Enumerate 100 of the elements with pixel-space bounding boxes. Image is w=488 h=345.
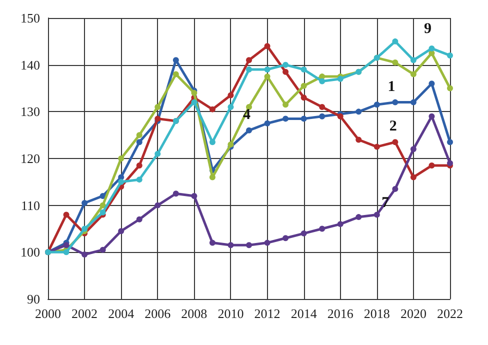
- x-tick-label: 2012: [254, 306, 280, 321]
- point: [100, 202, 106, 208]
- point: [282, 68, 289, 75]
- point: [392, 99, 398, 106]
- point: [246, 66, 252, 73]
- point: [319, 226, 326, 232]
- series-label: 9: [424, 20, 432, 37]
- point: [392, 139, 398, 146]
- y-tick-label: 140: [20, 57, 40, 72]
- x-tick-label: 2010: [218, 306, 244, 321]
- point: [319, 78, 326, 84]
- point: [228, 92, 234, 98]
- point: [356, 136, 362, 143]
- point: [374, 144, 380, 150]
- point: [172, 57, 179, 64]
- series-label: 2: [389, 118, 397, 135]
- point: [246, 242, 252, 248]
- point: [228, 141, 234, 148]
- point: [447, 160, 453, 166]
- x-tick-label: 2008: [181, 306, 208, 321]
- point: [300, 116, 307, 122]
- point: [82, 200, 88, 206]
- x-tick-label: 2000: [35, 306, 61, 321]
- point: [447, 85, 453, 92]
- point: [246, 57, 252, 64]
- point: [172, 190, 179, 197]
- point: [63, 242, 70, 248]
- point: [319, 113, 326, 120]
- point: [374, 212, 380, 218]
- x-tick-label: 2004: [108, 306, 135, 321]
- point: [154, 150, 161, 157]
- point: [154, 116, 161, 122]
- point: [356, 214, 362, 220]
- point: [63, 249, 70, 256]
- point: [100, 246, 106, 253]
- point: [428, 45, 435, 52]
- point: [337, 113, 344, 120]
- point: [209, 106, 216, 112]
- point: [154, 202, 161, 208]
- point: [264, 120, 270, 126]
- point: [118, 178, 124, 185]
- point: [264, 43, 270, 50]
- point: [191, 99, 198, 106]
- point: [392, 38, 398, 44]
- point: [100, 209, 106, 216]
- point: [410, 71, 416, 78]
- point: [136, 139, 142, 146]
- point: [136, 162, 142, 169]
- y-tick-label: 110: [20, 198, 40, 213]
- x-tick-label: 2006: [144, 306, 172, 321]
- x-tick-label: 2014: [290, 306, 318, 321]
- point: [209, 139, 216, 146]
- point: [300, 82, 307, 89]
- series-label: 7: [382, 194, 390, 211]
- point: [337, 221, 344, 228]
- point: [246, 127, 252, 134]
- point: [410, 99, 416, 106]
- point: [428, 80, 435, 87]
- point: [282, 62, 289, 68]
- point: [63, 212, 70, 218]
- point: [447, 139, 453, 146]
- point: [228, 104, 234, 110]
- point: [82, 226, 88, 232]
- point: [300, 230, 307, 236]
- point: [428, 162, 435, 169]
- point: [356, 108, 362, 115]
- point: [264, 66, 270, 73]
- point: [118, 228, 124, 234]
- point: [191, 192, 198, 199]
- y-tick-label: 100: [20, 244, 40, 260]
- y-tick-label: 120: [20, 151, 40, 166]
- point: [228, 242, 234, 248]
- point: [209, 174, 216, 180]
- x-tick-label: 2016: [327, 306, 354, 321]
- point: [172, 71, 179, 78]
- x-tick-label: 2020: [400, 306, 426, 321]
- series-label: 1: [388, 78, 396, 95]
- y-tick-label: 150: [20, 10, 40, 26]
- point: [136, 176, 142, 183]
- point: [374, 102, 380, 108]
- x-tick-label: 2018: [364, 306, 390, 321]
- y-tick-label: 130: [20, 104, 40, 120]
- point: [300, 66, 307, 73]
- x-tick-label: 2022: [437, 306, 463, 321]
- point: [447, 52, 453, 58]
- point: [209, 240, 216, 246]
- x-tick-label: 2002: [72, 306, 98, 321]
- point: [154, 104, 161, 110]
- point: [410, 57, 416, 64]
- point: [264, 74, 270, 80]
- point: [264, 240, 270, 246]
- point: [392, 186, 398, 192]
- point: [282, 116, 289, 122]
- point: [319, 104, 326, 110]
- point: [300, 94, 307, 101]
- point: [282, 235, 289, 242]
- point: [136, 216, 142, 222]
- point: [82, 252, 88, 258]
- point: [410, 174, 416, 180]
- point: [136, 132, 142, 138]
